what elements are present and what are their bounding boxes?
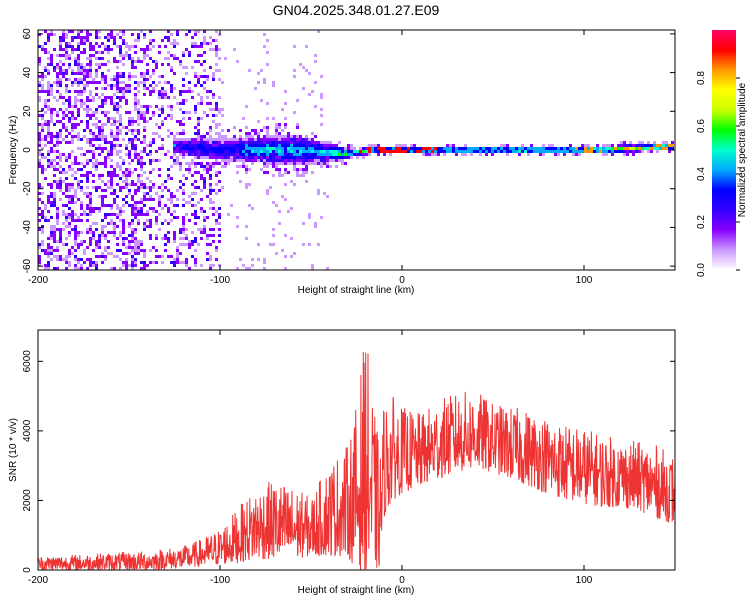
snr-y-tick-label: 6000 xyxy=(22,350,33,373)
snr-series-line xyxy=(38,351,675,570)
spectrogram-x-tick-label: 0 xyxy=(399,275,405,286)
spectrogram-y-tick-label: -40 xyxy=(22,220,33,235)
snr-x-tick-label: 0 xyxy=(399,575,405,586)
snr-y-axis: 0 2000 4000 6000 xyxy=(22,350,675,573)
colorbar-tick-label: 0.8 xyxy=(696,71,707,85)
snr-y-tick-label: 2000 xyxy=(22,489,33,512)
spectrogram-x-tick-label: -200 xyxy=(28,275,48,286)
spectrogram-cells xyxy=(38,30,674,270)
spectrogram-x-tick-label: -100 xyxy=(210,275,230,286)
snr-x-label: Height of straight line (km) xyxy=(298,585,415,596)
spectrogram-x-tick-label: 100 xyxy=(576,275,593,286)
spectrogram-y-tick-label: -20 xyxy=(22,181,33,196)
spectrogram-y-tick-label: 0 xyxy=(22,147,33,153)
spectrogram-y-tick-label: 20 xyxy=(22,105,33,117)
snr-y-label: SNR (10 * v/v) xyxy=(8,418,19,482)
snr-y-tick-label: 0 xyxy=(22,567,33,573)
colorbar-ticks: 0.0 0.2 0.4 0.6 0.8 xyxy=(696,71,740,277)
snr-y-tick-label: 4000 xyxy=(22,419,33,442)
snr-frame xyxy=(37,329,676,571)
colorbar-label: Normalized spectral amplitude xyxy=(737,82,748,217)
colorbar-tick-label: 0.6 xyxy=(696,119,707,133)
colorbar-tick-label: 0.4 xyxy=(696,167,707,181)
colorbar-tick-label: 0.2 xyxy=(696,215,707,229)
spectrogram-y-tick-label: -60 xyxy=(22,258,33,273)
spectrogram-y-axis: -60 -40 -20 0 20 40 60 xyxy=(22,28,675,273)
snr-x-tick-label: -200 xyxy=(28,575,48,586)
colorbar-tick-label: 0.0 xyxy=(696,263,707,277)
colorbar-scale xyxy=(712,30,736,270)
spectrogram-y-tick-label: 40 xyxy=(22,67,33,79)
snr-x-tick-label: -100 xyxy=(210,575,230,586)
spectrogram-y-label: Frequency (Hz) xyxy=(8,116,19,185)
colorbar: 0.0 0.2 0.4 0.6 0.8 Normalized spectral ampl… xyxy=(696,30,748,277)
snr-x-axis: -200 -100 0 100 xyxy=(28,330,593,586)
snr-x-tick-label: 100 xyxy=(576,575,593,586)
spectrogram-y-tick-label: 60 xyxy=(22,28,33,40)
spectrogram-x-label: Height of straight line (km) xyxy=(298,285,415,296)
figure-title: GN04.2025.348.01.27.E09 xyxy=(273,2,440,18)
